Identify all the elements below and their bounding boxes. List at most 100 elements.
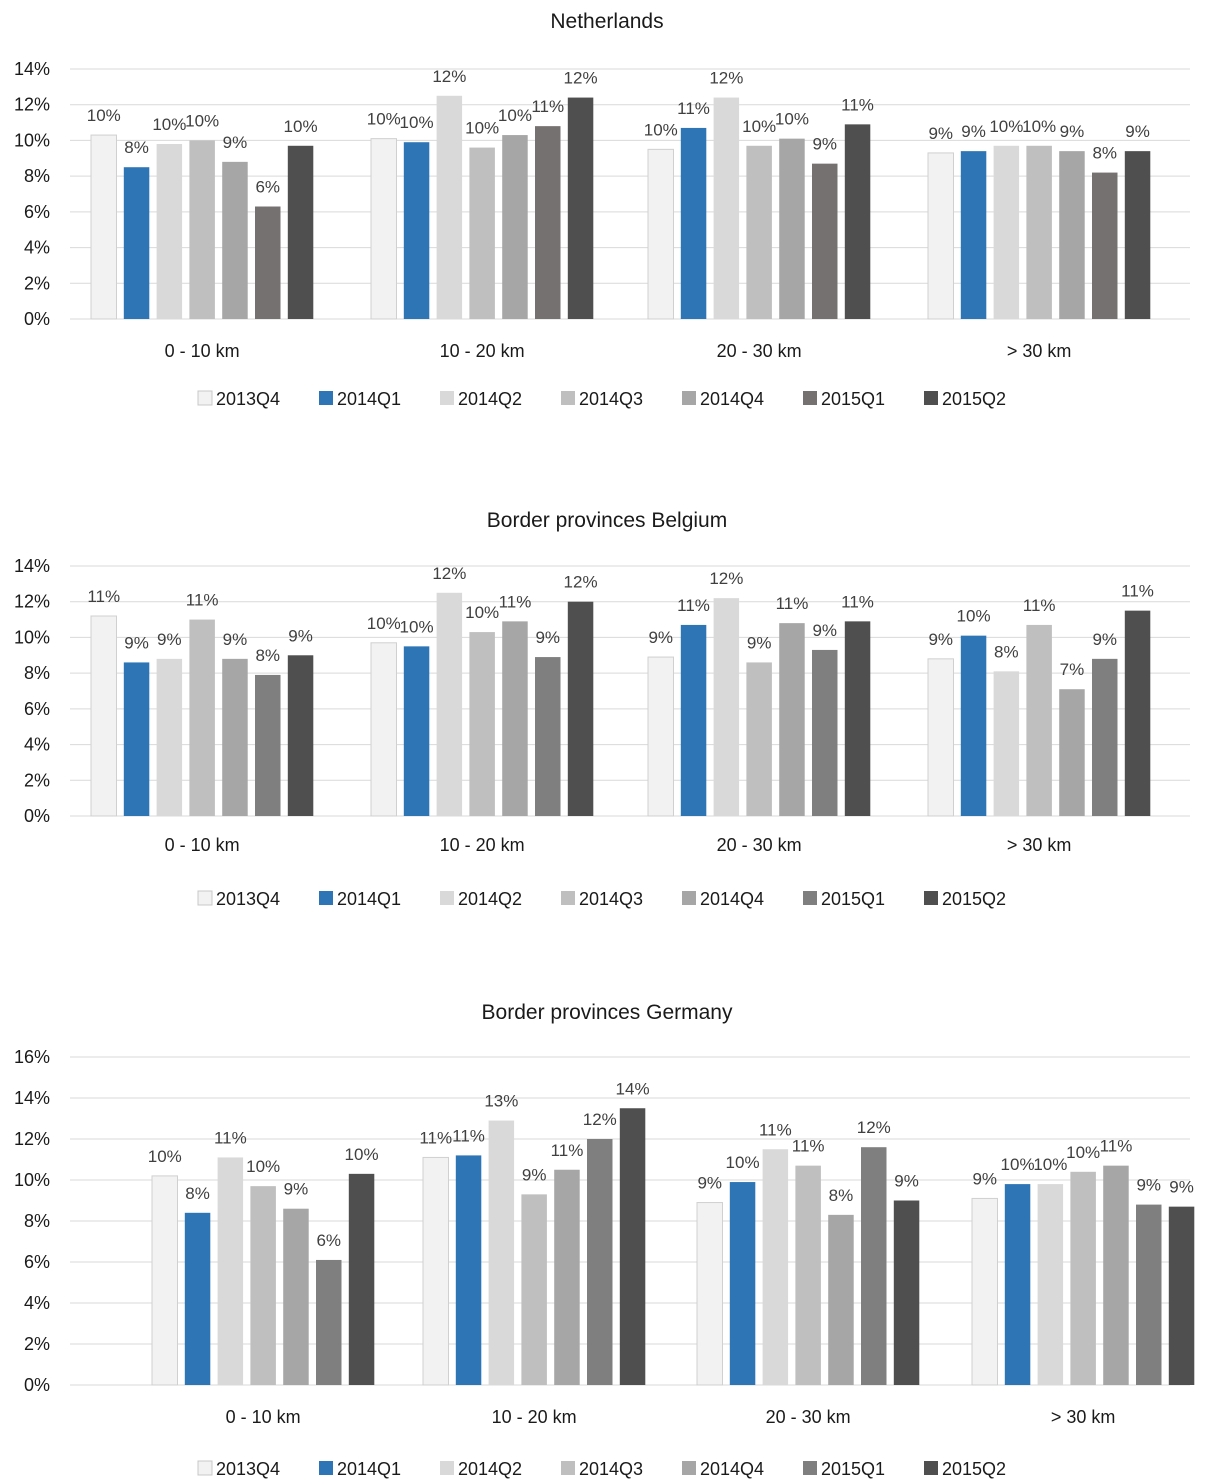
- data-label: 10%: [644, 120, 678, 139]
- legend-label-2013q4: 2013Q4: [216, 1459, 280, 1479]
- bar-2014q2-20-30-km: [714, 598, 740, 816]
- legend-label-2014q1: 2014Q1: [337, 889, 401, 909]
- data-label: 14%: [616, 1079, 650, 1098]
- data-label: 9%: [1136, 1176, 1161, 1195]
- data-label: 9%: [522, 1165, 547, 1184]
- data-label: 11%: [214, 1128, 247, 1147]
- bar-2014q3-30-km: [1070, 1172, 1096, 1385]
- data-label: 9%: [928, 630, 953, 649]
- data-label: 10%: [148, 1147, 182, 1166]
- data-label: 10%: [87, 106, 121, 125]
- data-label: 12%: [432, 564, 466, 583]
- bar-2015q1-20-30-km: [812, 650, 838, 816]
- bar-2015q1-0-10-km: [255, 207, 281, 320]
- data-label: 10%: [185, 111, 219, 130]
- y-tick-label: 10%: [14, 1170, 50, 1190]
- data-label: 10%: [367, 614, 401, 633]
- chart-title: Border provinces Germany: [482, 1001, 733, 1024]
- y-tick-label: 2%: [24, 1334, 50, 1354]
- legend-swatch-2014q2: [440, 891, 454, 905]
- legend-label-2015q1: 2015Q1: [821, 889, 885, 909]
- data-label: 11%: [677, 596, 710, 615]
- x-category-label: > 30 km: [1007, 835, 1072, 855]
- y-tick-label: 2%: [24, 770, 50, 790]
- x-category-label: > 30 km: [1051, 1407, 1116, 1427]
- data-label: 8%: [1092, 144, 1117, 163]
- data-label: 10%: [742, 117, 776, 136]
- data-label: 10%: [1001, 1155, 1035, 1174]
- data-label: 12%: [564, 573, 598, 592]
- legend-label-2014q4: 2014Q4: [700, 389, 764, 409]
- data-label: 12%: [709, 569, 743, 588]
- data-label: 11%: [499, 592, 532, 611]
- legend-swatch-2014q1: [319, 391, 333, 405]
- data-label: 10%: [775, 110, 809, 129]
- legend-swatch-2014q1: [319, 1461, 333, 1475]
- legend-label-2014q2: 2014Q2: [458, 889, 522, 909]
- y-tick-label: 0%: [24, 806, 50, 826]
- x-category-label: 10 - 20 km: [492, 1407, 577, 1427]
- bar-2015q1-10-20-km: [535, 126, 561, 319]
- data-label: 10%: [400, 113, 434, 132]
- bar-2014q3-0-10-km: [189, 140, 215, 319]
- legend-label-2014q3: 2014Q3: [579, 889, 643, 909]
- legend-label-2014q2: 2014Q2: [458, 1459, 522, 1479]
- data-label: 10%: [400, 617, 434, 636]
- bar-2015q1-0-10-km: [255, 675, 281, 816]
- data-label: 8%: [255, 646, 280, 665]
- bar-2014q4-20-30-km: [779, 623, 805, 816]
- bar-2015q2-20-30-km: [845, 124, 871, 319]
- y-tick-label: 8%: [24, 1211, 50, 1231]
- bar-2014q1-0-10-km: [124, 167, 150, 319]
- bar-2014q3-30-km: [1026, 625, 1052, 816]
- data-label: 10%: [957, 607, 991, 626]
- bar-2013q4-10-20-km: [371, 139, 397, 319]
- y-tick-label: 14%: [14, 59, 50, 79]
- bar-2014q1-10-20-km: [404, 646, 430, 816]
- data-label: 11%: [1121, 582, 1154, 601]
- legend-swatch-2014q3: [561, 1461, 575, 1475]
- legend-swatch-2014q4: [682, 891, 696, 905]
- x-category-label: 10 - 20 km: [440, 835, 525, 855]
- legend-swatch-2014q4: [682, 1461, 696, 1475]
- bar-2015q1-10-20-km: [535, 657, 561, 816]
- bar-2014q3-10-20-km: [469, 148, 495, 319]
- data-label: 9%: [157, 630, 182, 649]
- y-tick-label: 10%: [14, 627, 50, 647]
- bar-2015q2-0-10-km: [288, 146, 314, 319]
- bar-2014q3-10-20-km: [469, 632, 495, 816]
- y-tick-label: 4%: [24, 238, 50, 258]
- data-label: 11%: [186, 591, 219, 610]
- bar-2014q4-10-20-km: [554, 1170, 580, 1385]
- bar-2015q2-30-km: [1125, 611, 1151, 816]
- data-label: 11%: [531, 97, 564, 116]
- bar-2014q1-10-20-km: [456, 1155, 482, 1385]
- bar-2015q1-20-30-km: [812, 164, 838, 319]
- data-label: 9%: [894, 1172, 919, 1191]
- bar-2014q3-20-30-km: [746, 146, 772, 319]
- legend-label-2014q2: 2014Q2: [458, 389, 522, 409]
- data-label: 9%: [284, 1180, 309, 1199]
- bar-2013q4-0-10-km: [91, 616, 117, 816]
- data-label: 9%: [223, 133, 248, 152]
- bar-2015q1-0-10-km: [316, 1260, 342, 1385]
- bar-2014q2-10-20-km: [437, 593, 463, 816]
- data-label: 9%: [1125, 122, 1150, 141]
- data-label: 11%: [759, 1120, 792, 1139]
- data-label: 9%: [972, 1169, 997, 1188]
- data-label: 9%: [812, 135, 837, 154]
- bar-2013q4-30-km: [928, 153, 954, 319]
- data-label: 11%: [776, 594, 809, 613]
- bar-2013q4-10-20-km: [423, 1157, 449, 1385]
- data-label: 9%: [535, 628, 560, 647]
- legend-label-2013q4: 2013Q4: [216, 389, 280, 409]
- legend-label-2015q1: 2015Q1: [821, 1459, 885, 1479]
- y-tick-label: 10%: [14, 130, 50, 150]
- bar-2014q4-0-10-km: [222, 162, 248, 319]
- bar-2014q2-10-20-km: [437, 96, 463, 319]
- bar-2013q4-30-km: [972, 1198, 998, 1385]
- legend-label-2015q2: 2015Q2: [942, 389, 1006, 409]
- data-label: 11%: [551, 1141, 584, 1160]
- data-label: 8%: [994, 642, 1019, 661]
- bar-2014q4-30-km: [1059, 151, 1085, 319]
